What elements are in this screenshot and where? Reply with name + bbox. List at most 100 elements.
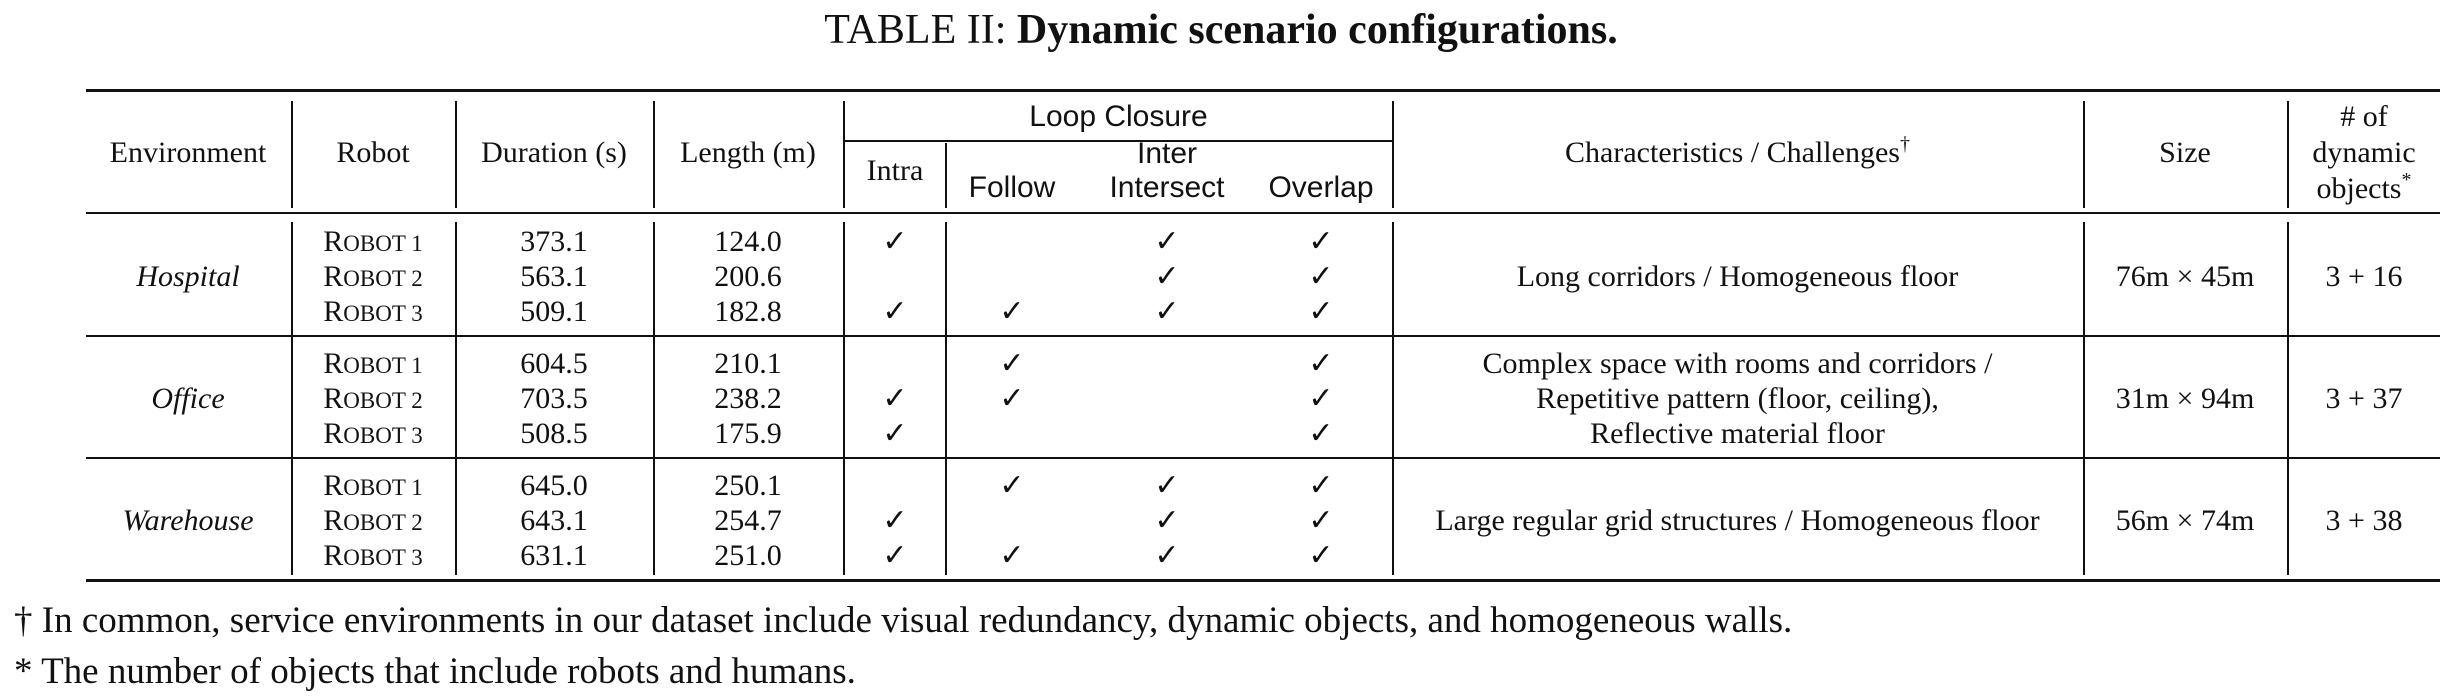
header-robot: Robot — [336, 136, 410, 169]
check-mark-icon: ✓ — [1154, 468, 1180, 503]
robot-name-rest: OBOT 1 — [343, 231, 423, 256]
column-divider — [455, 101, 457, 208]
asterisk-mark: * — [2401, 169, 2412, 191]
check-mark-icon: ✓ — [1154, 294, 1180, 329]
check-mark-icon: ✓ — [882, 503, 908, 538]
header-follow: Follow — [968, 171, 1056, 204]
characteristics-line: Reflective material floor — [1590, 417, 1885, 450]
check-mark-icon: ✓ — [1154, 538, 1180, 573]
dynamic-objects-cell: 3 + 37 — [2325, 382, 2403, 415]
header-loop-closure: Loop Closure — [1029, 100, 1208, 133]
robot-name-cell: ROBOT 2 — [293, 381, 453, 418]
caption-title: Dynamic scenario configurations. — [1016, 7, 1618, 53]
check-mark-icon: ✓ — [1308, 468, 1334, 503]
check-mark-icon: ✓ — [882, 416, 908, 451]
check-mark-icon: ✓ — [999, 381, 1025, 416]
footnote-asterisk: * The number of objects that include rob… — [14, 650, 856, 694]
top-rule — [86, 89, 2440, 92]
header-inter: Inter — [1136, 137, 1198, 170]
check-mark-icon: ✓ — [999, 538, 1025, 573]
robot-name-initial: R — [323, 295, 344, 328]
footnote-dagger-text: In common, service environments in our d… — [32, 600, 1793, 641]
header-characteristics: Characteristics / Challenges† — [1394, 134, 2081, 170]
column-divider — [291, 101, 293, 208]
check-mark-icon: ✓ — [1308, 294, 1334, 329]
column-divider — [945, 222, 947, 575]
caption-prefix: TABLE II: — [824, 7, 1017, 53]
length-cell: 200.6 — [714, 260, 782, 293]
duration-cell: 563.1 — [520, 260, 588, 293]
robot-name-cell: ROBOT 3 — [293, 538, 453, 575]
header-objects-line3-label: objects — [2316, 172, 2402, 205]
length-cell: 124.0 — [714, 225, 782, 258]
column-divider — [843, 101, 845, 208]
robot-name-cell: ROBOT 1 — [293, 468, 453, 505]
group-rule-1 — [86, 335, 2440, 337]
column-divider — [843, 222, 845, 575]
header-intra: Intra — [866, 154, 924, 187]
header-objects-line1: # of — [2340, 100, 2388, 133]
group-rule-2 — [86, 457, 2440, 459]
footnote-asterisk-text: The number of objects that include robot… — [32, 651, 856, 692]
length-cell: 250.1 — [714, 469, 782, 502]
check-mark-icon: ✓ — [1308, 538, 1334, 573]
column-divider — [455, 222, 457, 575]
duration-cell: 373.1 — [520, 225, 588, 258]
robot-name-rest: OBOT 3 — [343, 423, 423, 448]
check-mark-icon: ✓ — [1308, 416, 1334, 451]
check-mark-icon: ✓ — [1154, 259, 1180, 294]
length-cell: 251.0 — [714, 539, 782, 572]
header-length: Length (m) — [680, 136, 816, 169]
footnote-dagger-mark: † — [14, 600, 33, 641]
characteristics-line: Repetitive pattern (floor, ceiling), — [1536, 382, 1939, 415]
check-mark-icon: ✓ — [999, 468, 1025, 503]
length-cell: 238.2 — [714, 382, 782, 415]
check-mark-icon: ✓ — [1308, 259, 1334, 294]
dynamic-objects-cell: 3 + 16 — [2325, 260, 2403, 293]
footnote-asterisk-mark: * — [14, 651, 33, 692]
length-cell: 182.8 — [714, 295, 782, 328]
column-divider — [291, 222, 293, 575]
footnote-dagger: † In common, service environments in our… — [14, 599, 1792, 643]
characteristics-line: Long corridors / Homogeneous floor — [1516, 260, 1959, 293]
check-mark-icon: ✓ — [999, 294, 1025, 329]
robot-name-initial: R — [323, 469, 344, 502]
robot-name-cell: ROBOT 1 — [293, 224, 453, 261]
duration-cell: 631.1 — [520, 539, 588, 572]
robot-name-initial: R — [323, 225, 344, 258]
duration-cell: 509.1 — [520, 295, 588, 328]
column-divider — [2083, 101, 2085, 208]
environment-cell: Hospital — [136, 260, 240, 293]
robot-name-cell: ROBOT 1 — [293, 346, 453, 383]
check-mark-icon: ✓ — [882, 294, 908, 329]
duration-cell: 703.5 — [520, 382, 588, 415]
robot-name-cell: ROBOT 3 — [293, 294, 453, 331]
check-mark-icon: ✓ — [1154, 224, 1180, 259]
robot-name-rest: OBOT 1 — [343, 475, 423, 500]
check-mark-icon: ✓ — [882, 224, 908, 259]
duration-cell: 645.0 — [520, 469, 588, 502]
column-divider — [945, 143, 947, 208]
header-environment: Environment — [109, 136, 267, 169]
column-divider — [653, 222, 655, 575]
characteristics-line: Large regular grid structures / Homogene… — [1435, 504, 2040, 537]
check-mark-icon: ✓ — [1308, 224, 1334, 259]
environment-cell: Warehouse — [122, 504, 254, 537]
robot-name-initial: R — [323, 504, 344, 537]
robot-name-rest: OBOT 1 — [343, 353, 423, 378]
robot-name-rest: OBOT 2 — [343, 266, 423, 291]
check-mark-icon: ✓ — [1308, 381, 1334, 416]
robot-name-rest: OBOT 3 — [343, 301, 423, 326]
length-cell: 254.7 — [714, 504, 782, 537]
column-divider — [2287, 222, 2289, 575]
column-divider — [1392, 222, 1394, 575]
check-mark-icon: ✓ — [882, 538, 908, 573]
robot-name-cell: ROBOT 2 — [293, 259, 453, 296]
table-caption: TABLE II: Dynamic scenario configuration… — [0, 2, 2442, 58]
robot-name-initial: R — [323, 260, 344, 293]
size-cell: 56m × 74m — [2115, 504, 2255, 537]
robot-name-rest: OBOT 2 — [343, 388, 423, 413]
loop-closure-rule — [843, 140, 1392, 142]
robot-name-cell: ROBOT 2 — [293, 503, 453, 540]
robot-name-initial: R — [323, 382, 344, 415]
